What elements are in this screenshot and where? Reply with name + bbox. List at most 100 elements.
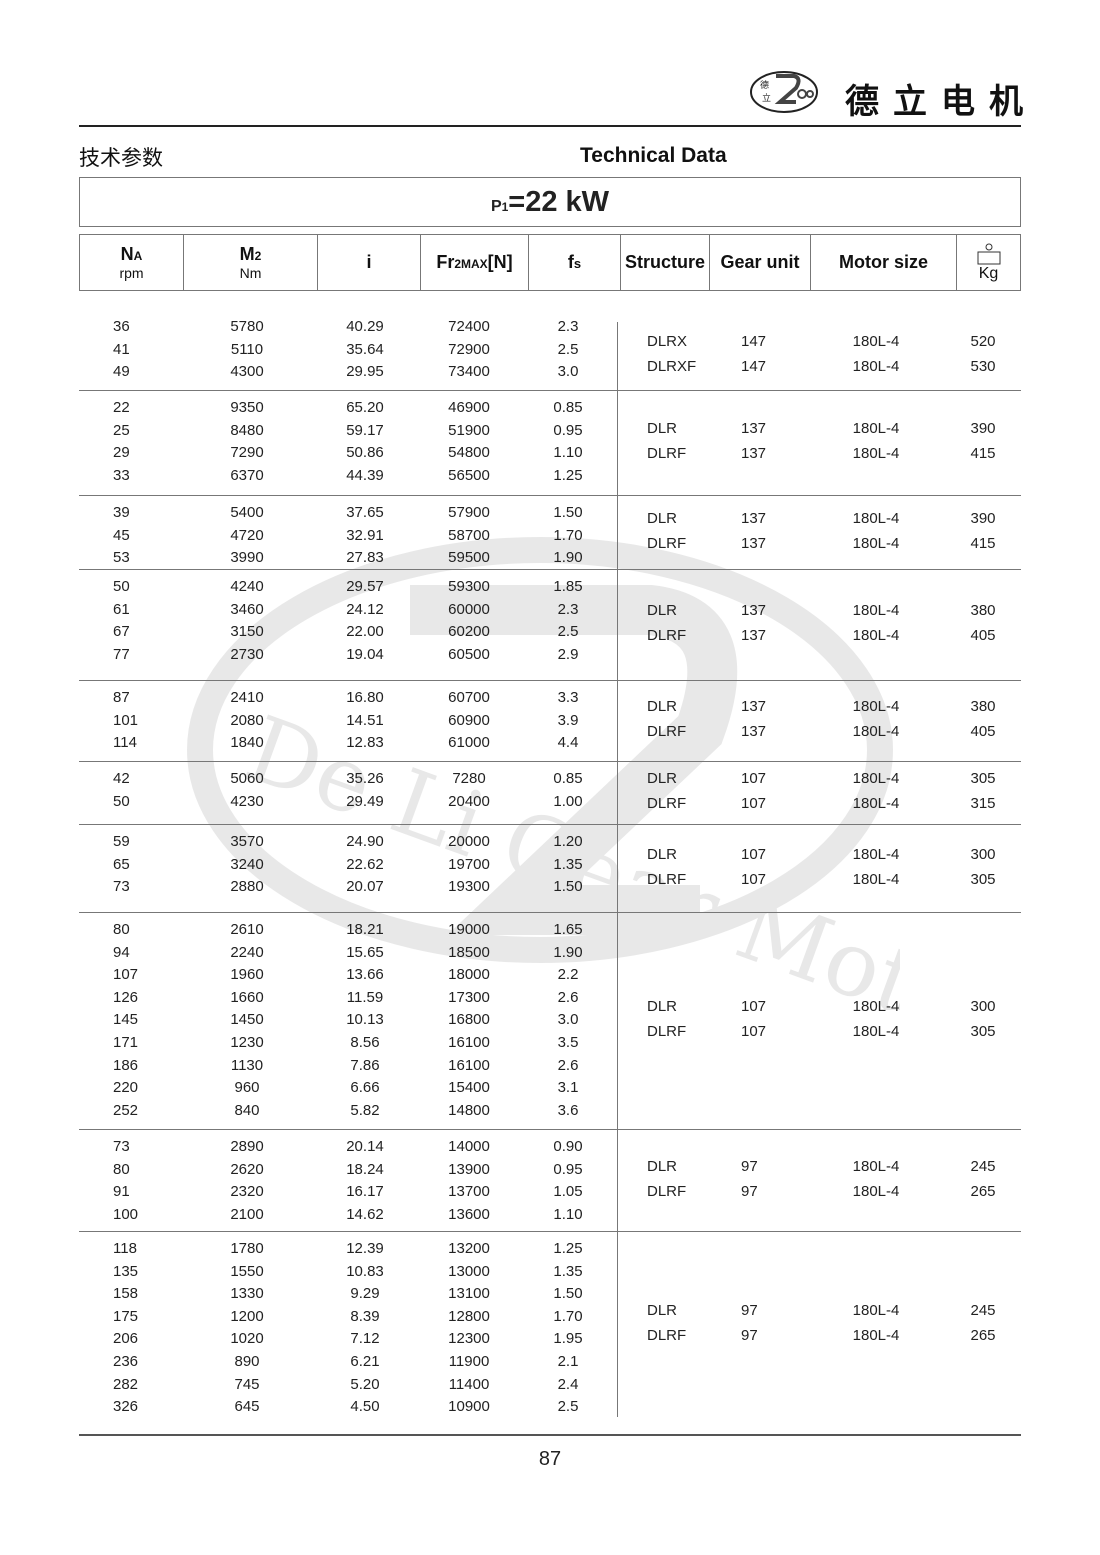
col-na: N bbox=[120, 244, 134, 264]
power-rating: P1=22 kW bbox=[491, 186, 609, 219]
cell-service-factor: 2.1 bbox=[557, 1352, 579, 1370]
cell-output-speed: 158 bbox=[113, 1285, 139, 1303]
cell-structure: DLR bbox=[647, 420, 678, 437]
model-row: DLR 107 180L-4 305 bbox=[618, 768, 1022, 793]
cell-weight: 265 bbox=[970, 1182, 996, 1200]
cell-torque: 9350 bbox=[230, 399, 264, 416]
cell-service-factor: 3.1 bbox=[557, 1079, 579, 1097]
model-row: DLR 107 180L-4 300 bbox=[618, 996, 1022, 1021]
spec-rows: 50 4240 29.57 59300 1.85 61 3460 24.12 60000 2.3 6… bbox=[79, 570, 1021, 666]
cell-output-speed: 236 bbox=[113, 1352, 139, 1370]
cell-service-factor: 1.65 bbox=[553, 921, 583, 938]
title-english: Technical Data bbox=[580, 144, 727, 167]
cell-service-factor: 1.20 bbox=[553, 833, 583, 850]
cell-torque: 960 bbox=[234, 1079, 260, 1097]
cell-output-speed: 22 bbox=[113, 399, 130, 416]
spec-rows: 73 2890 20.14 14000 0.90 80 2620 18.24 13900 0.95… bbox=[79, 1130, 1021, 1226]
row-group: 42 5060 35.26 7280 0.85 50 4230 29.49 20400 1.00 D… bbox=[79, 762, 1021, 825]
model-list: DLR 137 180L-4 390 DLRF 137 180L-4 415 bbox=[617, 496, 1022, 569]
cell-torque: 8480 bbox=[230, 421, 264, 439]
cell-ratio: 18.21 bbox=[346, 921, 384, 938]
table-row: 175 1200 8.39 12800 1.70 bbox=[79, 1306, 1021, 1329]
cell-radial-force: 11900 bbox=[448, 1352, 490, 1370]
cell-structure: DLRF bbox=[647, 1023, 687, 1040]
cell-motor-size: 180L-4 bbox=[852, 1182, 900, 1200]
cell-structure: DLRX bbox=[647, 333, 688, 350]
cell-structure: DLRF bbox=[647, 1326, 687, 1344]
cell-output-speed: 41 bbox=[113, 340, 130, 358]
cell-radial-force: 16100 bbox=[448, 1056, 490, 1074]
cell-radial-force: 12300 bbox=[448, 1330, 490, 1348]
cell-radial-force: 14800 bbox=[448, 1101, 490, 1119]
cell-service-factor: 1.70 bbox=[553, 526, 583, 544]
table-row: 45 4720 32.91 58700 1.70 bbox=[79, 525, 1021, 548]
cell-radial-force: 10900 bbox=[448, 1398, 490, 1416]
cell-motor-size: 180L-4 bbox=[852, 445, 900, 462]
cell-output-speed: 42 bbox=[113, 770, 130, 787]
model-row: DLRX 147 180L-4 520 bbox=[618, 331, 1022, 356]
cell-torque: 4230 bbox=[230, 792, 264, 810]
col-header-torque: M2 Nm bbox=[184, 235, 318, 290]
model-list: DLR 107 180L-4 300 DLRF 107 180L-4 305 bbox=[617, 913, 1022, 1129]
cell-motor-size: 180L-4 bbox=[852, 698, 900, 715]
row-group: 39 5400 37.65 57900 1.50 45 4720 32.91 58700 1.70… bbox=[79, 496, 1021, 570]
row-group: 36 5780 40.29 72400 2.3 41 5110 35.64 72900 2.5 49… bbox=[79, 312, 1021, 391]
cell-radial-force: 7280 bbox=[452, 770, 486, 787]
cell-radial-force: 13100 bbox=[448, 1285, 490, 1303]
spec-rows: 22 9350 65.20 46900 0.85 25 8480 59.17 51900 0.95… bbox=[79, 391, 1021, 487]
cell-weight: 530 bbox=[970, 358, 996, 375]
cell-structure: DLRXF bbox=[647, 358, 697, 375]
cell-structure: DLRF bbox=[647, 534, 687, 552]
cell-service-factor: 0.90 bbox=[553, 1138, 583, 1155]
cell-torque: 890 bbox=[234, 1352, 260, 1370]
row-group: 59 3570 24.90 20000 1.20 65 3240 22.62 19700 1.35… bbox=[79, 825, 1021, 913]
table-row: 49 4300 29.95 73400 3.0 bbox=[79, 361, 1021, 384]
cell-weight: 380 bbox=[970, 698, 996, 715]
col-header-radial-force: Fr2MAX[N] bbox=[421, 235, 529, 290]
col-header-output-speed: NA rpm bbox=[80, 235, 184, 290]
cell-torque: 2880 bbox=[230, 878, 264, 896]
cell-output-speed: 50 bbox=[113, 578, 130, 595]
table-row: 59 3570 24.90 20000 1.20 bbox=[79, 831, 1021, 854]
cell-output-speed: 73 bbox=[113, 1138, 130, 1155]
cell-gear-unit: 97 bbox=[741, 1301, 758, 1319]
row-group: 118 1780 12.39 13200 1.25 135 1550 10.83 13000 1.… bbox=[79, 1232, 1021, 1417]
cell-ratio: 22.00 bbox=[346, 623, 384, 641]
cell-structure: DLRF bbox=[647, 445, 687, 462]
cell-radial-force: 13900 bbox=[448, 1160, 490, 1178]
brand-name: 德立电机 bbox=[845, 82, 1037, 122]
cell-radial-force: 51900 bbox=[448, 421, 490, 439]
page-number: 87 bbox=[538, 1448, 562, 1470]
cell-service-factor: 1.10 bbox=[553, 444, 583, 462]
cell-structure: DLRF bbox=[647, 795, 687, 812]
cell-ratio: 22.62 bbox=[346, 855, 384, 873]
table-header: NA rpm M2 Nm i Fr2MAX[N] fs Structure Ge… bbox=[79, 234, 1021, 291]
cell-torque: 1450 bbox=[230, 1011, 264, 1029]
table-row: 39 5400 37.65 57900 1.50 bbox=[79, 502, 1021, 525]
cell-service-factor: 1.85 bbox=[553, 578, 583, 595]
col-fr-unit: [N] bbox=[487, 252, 513, 272]
cell-service-factor: 0.95 bbox=[553, 421, 583, 439]
cell-radial-force: 56500 bbox=[448, 466, 490, 484]
cell-ratio: 40.29 bbox=[346, 318, 384, 335]
cell-ratio: 7.12 bbox=[350, 1330, 380, 1348]
cell-output-speed: 25 bbox=[113, 421, 130, 439]
cell-radial-force: 57900 bbox=[448, 504, 490, 521]
cell-service-factor: 2.9 bbox=[557, 645, 579, 663]
cell-service-factor: 1.95 bbox=[553, 1330, 583, 1348]
cell-service-factor: 1.50 bbox=[553, 878, 583, 896]
cell-radial-force: 59500 bbox=[448, 549, 490, 567]
cell-torque: 5400 bbox=[230, 504, 264, 521]
table-row: 80 2610 18.21 19000 1.65 bbox=[79, 919, 1021, 942]
cell-torque: 645 bbox=[234, 1398, 260, 1416]
cell-motor-size: 180L-4 bbox=[852, 845, 900, 863]
cell-torque: 1130 bbox=[230, 1056, 264, 1074]
cell-service-factor: 2.5 bbox=[557, 340, 579, 358]
weight-icon bbox=[977, 243, 1000, 264]
table-row: 73 2890 20.14 14000 0.90 bbox=[79, 1136, 1021, 1159]
cell-service-factor: 2.3 bbox=[557, 318, 579, 335]
col-header-gear-unit: Gear unit bbox=[710, 235, 811, 290]
cell-service-factor: 1.35 bbox=[553, 1262, 583, 1280]
cell-output-speed: 49 bbox=[113, 363, 130, 381]
cell-output-speed: 126 bbox=[113, 988, 139, 1006]
